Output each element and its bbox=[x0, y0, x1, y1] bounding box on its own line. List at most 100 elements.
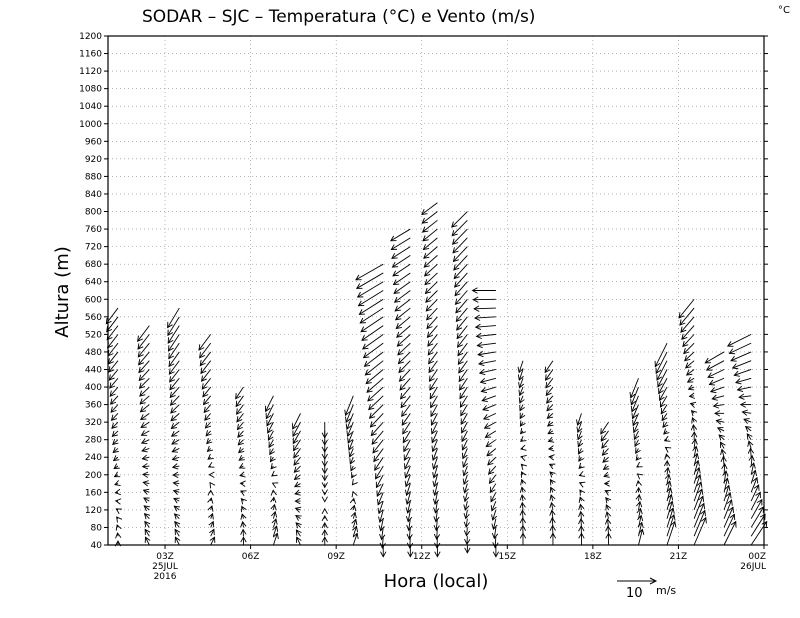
wind-vector-head bbox=[746, 433, 753, 440]
wind-vector bbox=[432, 448, 438, 461]
wind-vector-head bbox=[630, 405, 637, 413]
wind-vector bbox=[519, 386, 524, 396]
wind-vector bbox=[456, 325, 468, 339]
wind-vector-head bbox=[174, 528, 181, 536]
wind-vector-head bbox=[390, 235, 397, 242]
wind-vector-head bbox=[704, 357, 711, 364]
wind-vector-head bbox=[725, 491, 732, 499]
wind-vector bbox=[602, 448, 609, 456]
wind-vector bbox=[294, 491, 301, 495]
wind-vector-head bbox=[295, 522, 302, 529]
wind-vector bbox=[693, 496, 704, 519]
y-tick-label: 880 bbox=[85, 172, 102, 182]
wind-vector bbox=[424, 272, 438, 285]
wind-vector bbox=[272, 533, 278, 546]
wind-vector bbox=[476, 333, 496, 337]
wind-vector bbox=[518, 360, 524, 373]
wind-vector-head bbox=[630, 398, 637, 406]
wind-vector bbox=[662, 421, 668, 428]
wind-vector bbox=[107, 342, 119, 357]
wind-vector-head bbox=[632, 419, 638, 427]
wind-vector bbox=[551, 510, 554, 519]
wind-vector-head bbox=[349, 458, 356, 465]
wind-vector-head bbox=[423, 252, 430, 259]
wind-vector-head bbox=[484, 432, 492, 438]
wind-vector-head bbox=[235, 393, 241, 400]
wind-vector-head bbox=[578, 462, 585, 470]
wind-vector bbox=[367, 386, 384, 402]
wind-vector bbox=[435, 518, 438, 531]
wind-vector bbox=[678, 298, 695, 319]
wind-vector bbox=[431, 430, 438, 443]
wind-vector-head bbox=[401, 410, 408, 418]
wind-vector-head bbox=[578, 481, 586, 488]
wind-vector-head bbox=[490, 495, 497, 503]
wind-vector bbox=[683, 342, 695, 354]
wind-vector-head bbox=[457, 358, 464, 365]
wind-vector bbox=[578, 448, 582, 455]
wind-vector-head bbox=[699, 502, 706, 510]
wind-vector-head bbox=[265, 412, 272, 420]
wind-vector-head bbox=[272, 525, 279, 532]
wind-vector bbox=[174, 521, 180, 528]
wind-vector bbox=[732, 360, 752, 369]
wind-vector-head bbox=[688, 392, 696, 399]
wind-vector-head bbox=[600, 428, 607, 435]
wind-vector-head bbox=[752, 476, 759, 484]
wind-vector-head bbox=[544, 374, 551, 381]
wind-vector bbox=[521, 510, 524, 519]
wind-vector-head bbox=[604, 518, 612, 525]
wind-vector-head bbox=[697, 488, 704, 495]
wind-vector bbox=[429, 369, 438, 382]
wind-vector-head bbox=[425, 314, 433, 321]
wind-vector bbox=[489, 483, 497, 493]
wind-vector bbox=[750, 514, 766, 537]
wind-vector-head bbox=[407, 551, 414, 558]
wind-vector-head bbox=[369, 421, 377, 428]
wind-vector bbox=[399, 369, 411, 382]
wind-vector-head bbox=[357, 300, 365, 307]
wind-vector-head bbox=[664, 453, 671, 460]
wind-vector bbox=[693, 460, 699, 475]
wind-vector-head bbox=[168, 368, 175, 375]
wind-vector-head bbox=[391, 253, 398, 259]
wind-vector-head bbox=[547, 428, 554, 435]
wind-vector-head bbox=[605, 497, 612, 504]
wind-vector-head bbox=[601, 449, 608, 456]
wind-vector bbox=[143, 497, 150, 502]
wind-vector bbox=[199, 342, 212, 359]
wind-vector-head bbox=[139, 406, 147, 413]
wind-vector bbox=[235, 395, 244, 407]
x-tick-label: 21Z bbox=[670, 552, 688, 562]
wind-vector bbox=[474, 316, 496, 319]
wind-vector-head bbox=[373, 455, 380, 463]
wind-vector-head bbox=[202, 398, 209, 406]
wind-vector-head bbox=[451, 238, 459, 245]
wind-vector-head bbox=[661, 414, 668, 422]
wind-vector-head bbox=[321, 507, 328, 514]
wind-vector bbox=[267, 421, 274, 434]
wind-vector-head bbox=[433, 533, 441, 541]
wind-vector-head bbox=[207, 462, 215, 468]
wind-vector bbox=[398, 360, 411, 373]
wind-vector bbox=[349, 457, 354, 465]
wind-vector bbox=[393, 281, 411, 294]
wind-vector bbox=[457, 351, 468, 365]
wind-vector-head bbox=[471, 287, 478, 294]
wind-vector bbox=[236, 404, 244, 415]
wind-vector-head bbox=[454, 298, 461, 305]
wind-vector-head bbox=[361, 343, 369, 350]
wind-vector-head bbox=[167, 321, 173, 329]
wind-vector-head bbox=[204, 422, 212, 429]
wind-vector bbox=[398, 351, 411, 364]
wind-vector bbox=[141, 430, 150, 436]
wind-vector-head bbox=[426, 322, 433, 330]
wind-vector-head bbox=[295, 536, 302, 543]
wind-vector bbox=[464, 483, 468, 493]
wind-vector-head bbox=[654, 360, 661, 368]
wind-vector-head bbox=[201, 375, 207, 382]
wind-vector-head bbox=[657, 381, 663, 388]
wind-vector-head bbox=[743, 418, 750, 424]
wind-vector-head bbox=[114, 488, 121, 496]
wind-vector bbox=[682, 334, 695, 347]
